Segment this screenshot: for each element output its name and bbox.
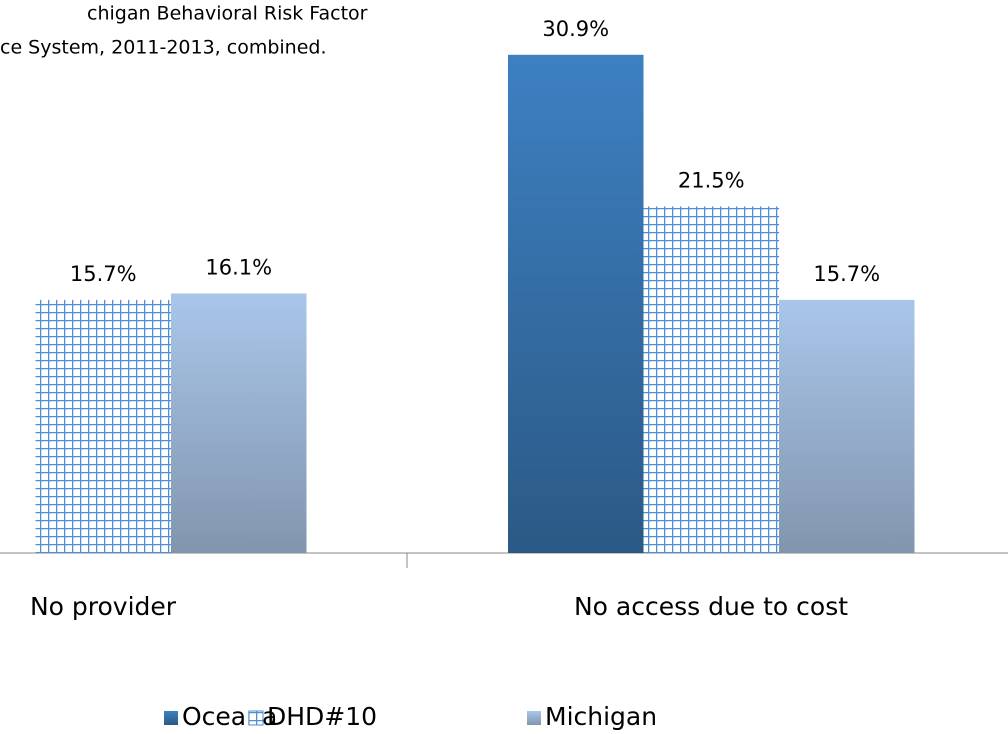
data-label: 15.7% — [70, 262, 137, 286]
x-tick-label: No access due to cost — [574, 592, 848, 621]
legend-swatch — [164, 711, 178, 725]
legend-label: Michigan — [545, 702, 657, 731]
bar — [508, 54, 644, 554]
data-label: 15.7% — [813, 262, 880, 286]
bar — [779, 299, 915, 553]
annotation: ce System, 2011-2013, combined. — [0, 37, 327, 59]
data-label: 16.1% — [205, 255, 272, 279]
data-label: 21.5% — [678, 168, 745, 192]
x-tick-label: No provider — [30, 592, 177, 621]
legend-swatch — [527, 711, 541, 725]
data-label: 30.9% — [542, 17, 609, 41]
bar — [643, 206, 779, 553]
legend-swatch — [248, 710, 264, 726]
bar — [171, 293, 307, 553]
annotation: chigan Behavioral Risk Factor — [87, 3, 368, 25]
legend-label: DHD#10 — [267, 702, 377, 731]
bar — [35, 299, 171, 553]
